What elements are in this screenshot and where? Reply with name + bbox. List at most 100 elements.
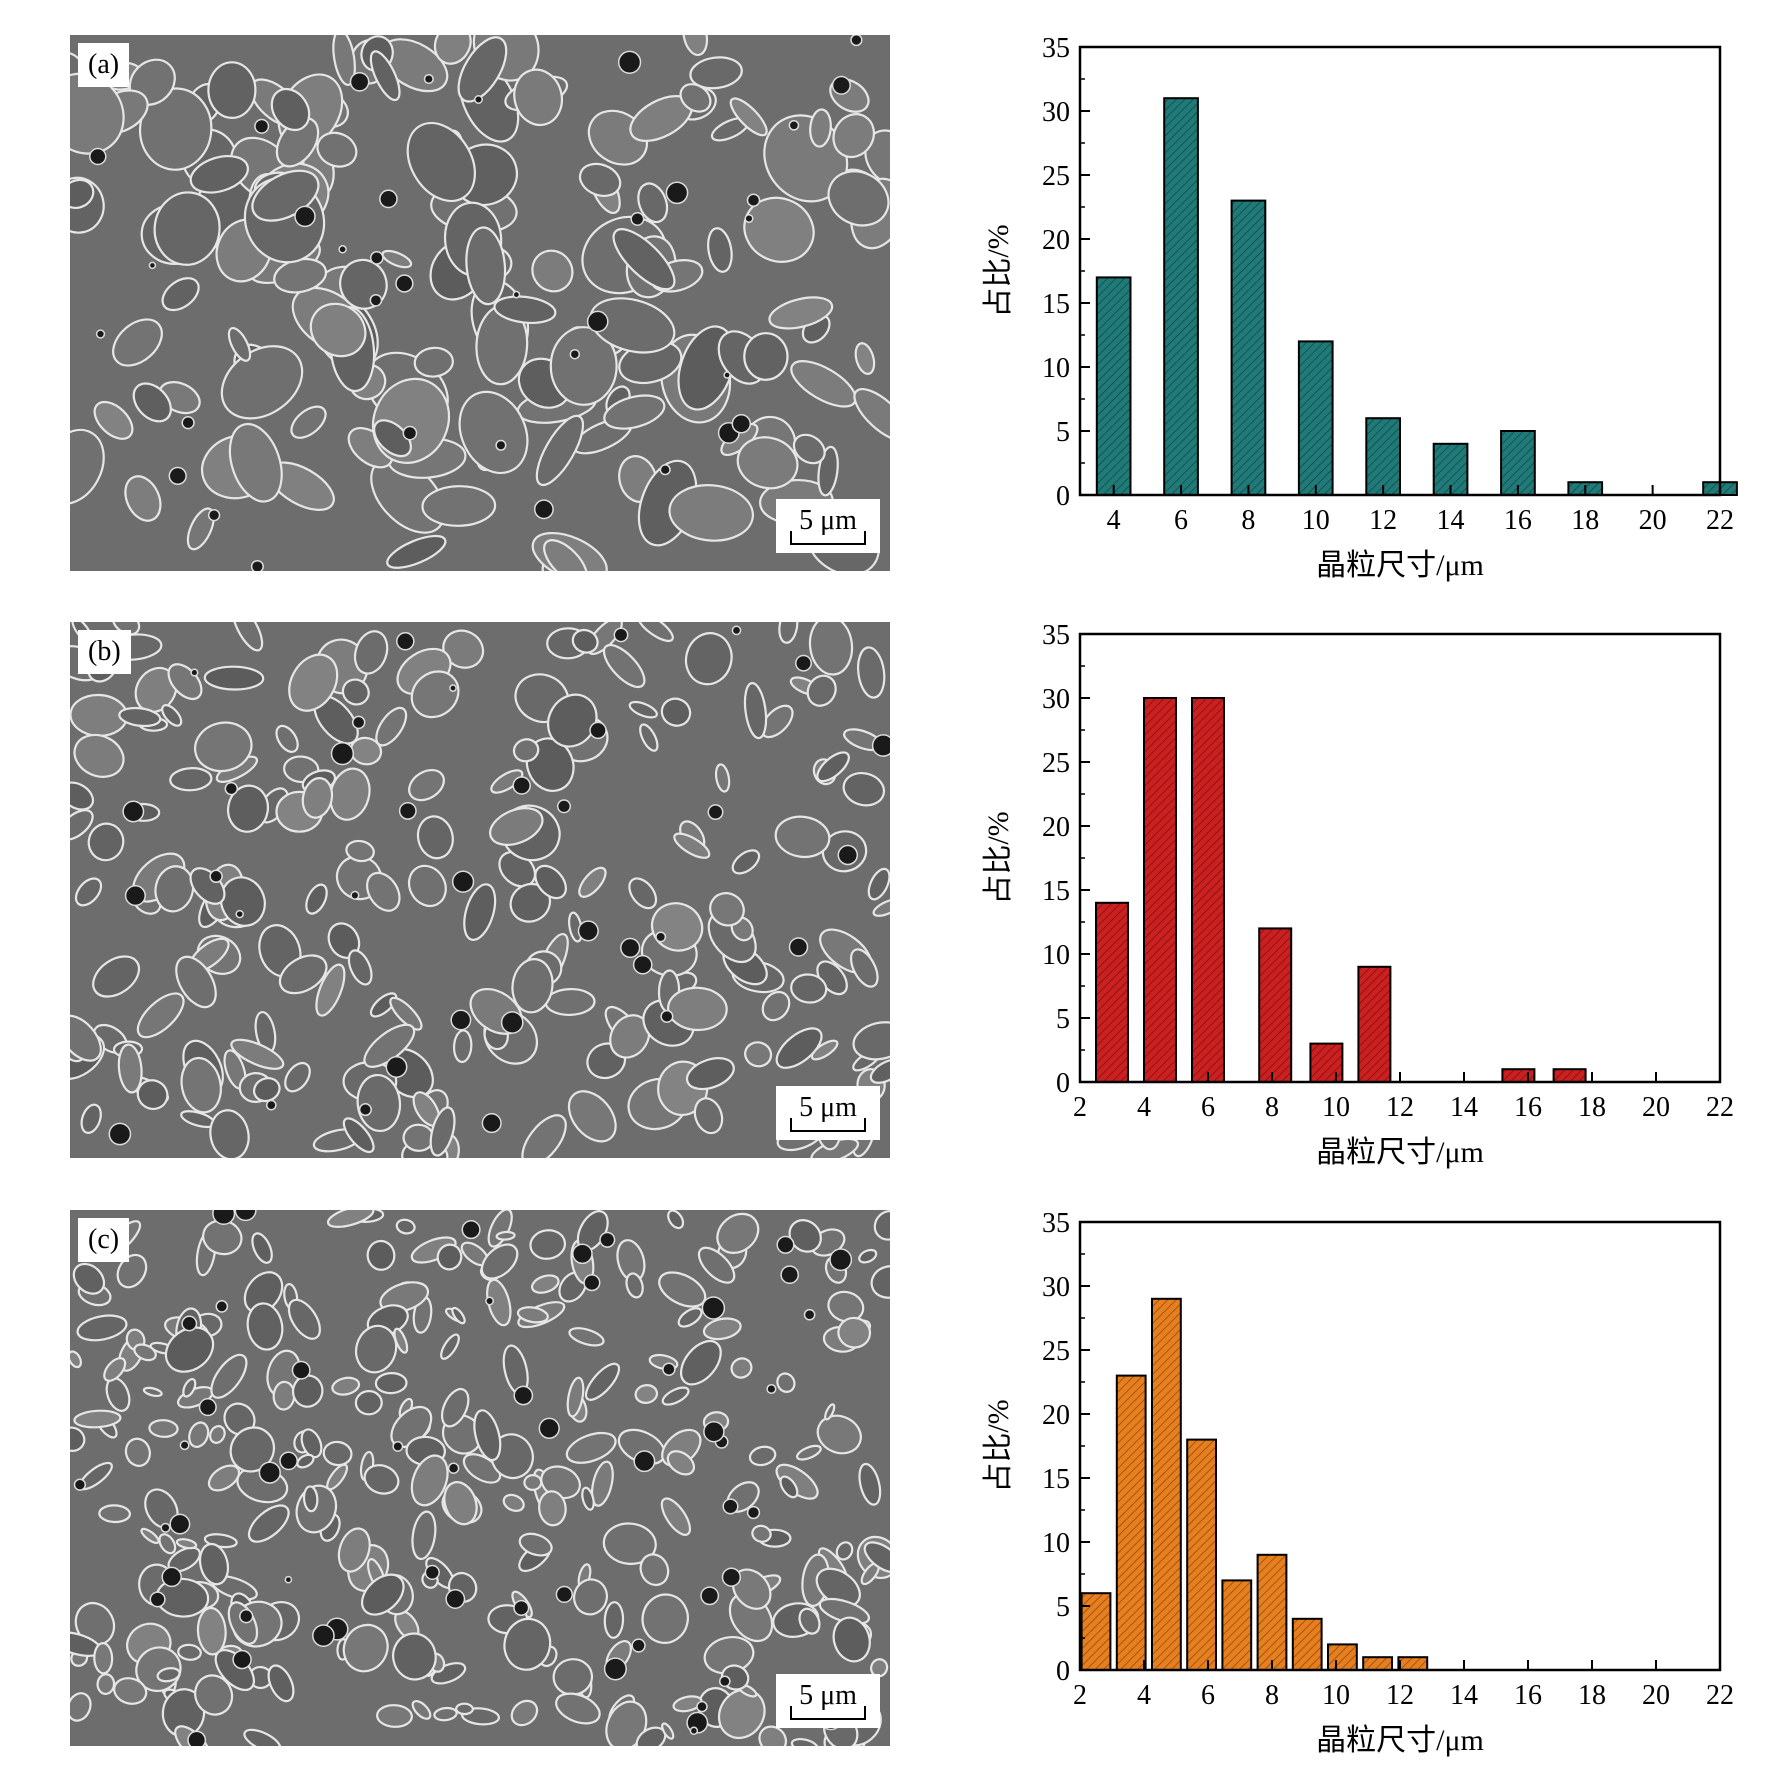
sem-pore [149,1591,166,1608]
y-tick-label: 35 [1042,622,1070,651]
y-tick-label: 20 [1042,225,1070,256]
histogram-bar [1095,276,1132,496]
sem-pore [402,425,418,441]
y-tick-label: 15 [1042,289,1070,320]
sem-pore [350,890,360,900]
figure-row-b: (b) 5 μm 0 5 10 15 20 25 30 35 2 4 6 8 10 12 14 16 18 20 2… [0,622,1773,1182]
y-tick-label: 25 [1042,1336,1070,1367]
sem-grain [495,1230,516,1241]
sem-micrograph-a: (a) 5 μm [70,35,890,571]
sem-grain [808,622,854,676]
sem-grain [730,1357,753,1379]
histogram-bar [1365,417,1401,497]
scale-bar-label: 5 μm [799,1092,857,1123]
sem-grain [751,1524,772,1543]
sem-pore [89,147,107,166]
sem-grain [270,87,311,132]
sem-grain [697,1246,736,1284]
sem-grain [70,1426,86,1452]
scale-bar-line [790,543,866,545]
sem-pore [160,1522,171,1533]
y-tick-label: 25 [1042,161,1070,192]
x-tick-label: 8 [1265,1680,1279,1711]
sem-micrograph-c: (c) 5 μm [70,1210,890,1746]
sem-pore [583,1274,601,1292]
sem-grain [768,296,834,330]
x-tick-label: 18 [1578,1680,1606,1711]
sem-grain [142,1386,163,1398]
sem-grain [634,1384,659,1404]
sem-texture [70,622,890,1158]
x-tick-label: 4 [1107,505,1121,536]
figure-row-c: (c) 5 μm 0 5 10 15 20 25 30 35 2 4 6 8 10 12 14 16 18 20 2… [0,1210,1773,1780]
y-tick-label: 5 [1056,417,1070,448]
sem-pore [235,909,244,919]
sem-grain [73,733,125,778]
sem-grain [70,428,105,505]
sem-pore [330,741,355,766]
sem-pore [181,1315,198,1332]
sem-pore [122,800,145,823]
sem-grain [578,162,622,197]
sem-pore [481,1113,502,1134]
sem-grain [661,1386,690,1406]
sem-grain [667,1210,685,1230]
sem-pore [746,193,761,207]
sem-grain [180,1056,222,1114]
sem-pore [423,73,434,85]
sem-grain [637,182,669,224]
sem-grain [567,1090,617,1143]
sem-grain [535,414,585,487]
sem-grain [578,866,607,898]
sem-grain [679,83,712,113]
sem-grain [788,1219,822,1253]
sem-grain [863,1541,890,1574]
sem-pore [451,870,475,893]
sem-grain [287,1298,321,1340]
histogram-bar [1151,1297,1182,1672]
sem-grain [210,1353,248,1399]
sem-grain [275,117,320,168]
sem-grain [779,1475,799,1499]
sem-grain [790,973,828,1004]
sem-grain [798,1607,821,1635]
sem-grain [342,1623,389,1673]
sem-micrograph-b: (b) 5 μm [70,622,890,1158]
sem-grain [858,1462,882,1506]
sem-grain [543,539,588,571]
x-tick-label: 4 [1137,1680,1151,1711]
sem-grain [169,767,213,792]
sem-grain [188,1421,210,1448]
sem-grain [302,1485,319,1513]
sem-pore [617,50,642,74]
sem-grain [363,1464,400,1495]
y-tick-label: 10 [1042,353,1070,384]
sem-grain [322,1440,353,1467]
sem-grain [416,815,454,860]
sem-pore [556,799,572,814]
y-axis-label: 占比/% [982,224,1015,317]
sem-grain [852,1021,890,1061]
sem-grain [792,433,826,465]
sem-pore [850,35,863,47]
x-tick-label: 6 [1201,1680,1215,1711]
sem-grain [568,1327,605,1347]
sem-pore [599,1231,616,1248]
scale-bar-tick-left [790,1118,792,1132]
sem-pore [613,627,629,643]
sem-grain [867,867,890,901]
sem-grain [342,1117,375,1154]
sem-pore [631,1638,646,1653]
sem-pore [461,1220,481,1240]
sem-grain [93,400,134,440]
sem-grain [503,1617,552,1671]
sem-pore [209,869,223,884]
sem-pore [776,1235,795,1254]
sem-pore [555,1585,573,1604]
sem-grain [395,1218,416,1235]
sem-grain [353,630,389,675]
sem-pore [829,1248,853,1272]
sem-grain [345,839,375,863]
sem-grain [70,178,95,210]
x-tick-label: 6 [1201,1092,1215,1123]
